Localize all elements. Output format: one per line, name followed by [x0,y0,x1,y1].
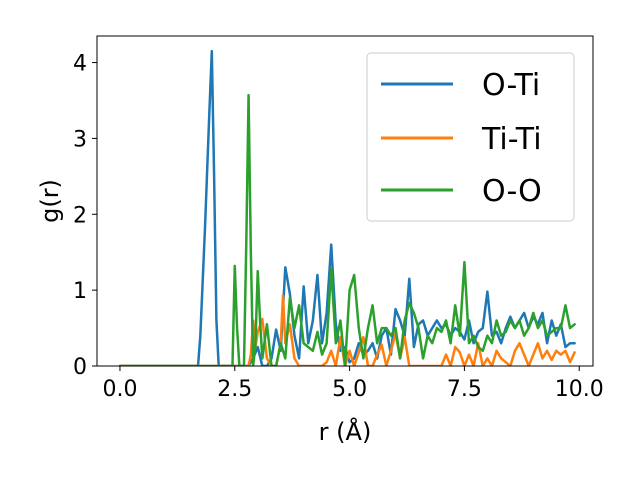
plot-frame [96,35,594,367]
y-axis-label: g(r) [36,179,64,223]
y-tick-label: 3 [73,127,87,152]
y-tick-label: 4 [73,52,87,77]
y-tick-label: 2 [73,203,87,228]
x-tick-label: 5.0 [332,377,367,402]
x-axis: 0.0 2.5 5.0 7.5 10.0 [102,366,604,402]
legend-label-o-ti: O-Ti [482,68,540,103]
series-line-o-o [118,93,576,366]
legend-box [366,52,575,222]
x-tick-label: 10.0 [555,377,604,402]
series-line-o-ti [118,49,576,366]
x-tick-label: 2.5 [217,377,252,402]
x-tick-label: 7.5 [447,377,482,402]
y-tick-label: 1 [73,279,87,304]
x-tick-label: 0.0 [102,377,137,402]
legend: O-Ti Ti-Ti O-O [366,52,575,222]
y-tick-label: 0 [73,355,87,380]
y-axis: 0 1 2 3 4 [73,52,97,380]
x-axis-label: r (Å) [319,417,372,446]
legend-label-ti-ti: Ti-Ti [481,122,542,157]
legend-label-o-o: O-O [482,174,542,209]
series-layer [118,49,576,366]
